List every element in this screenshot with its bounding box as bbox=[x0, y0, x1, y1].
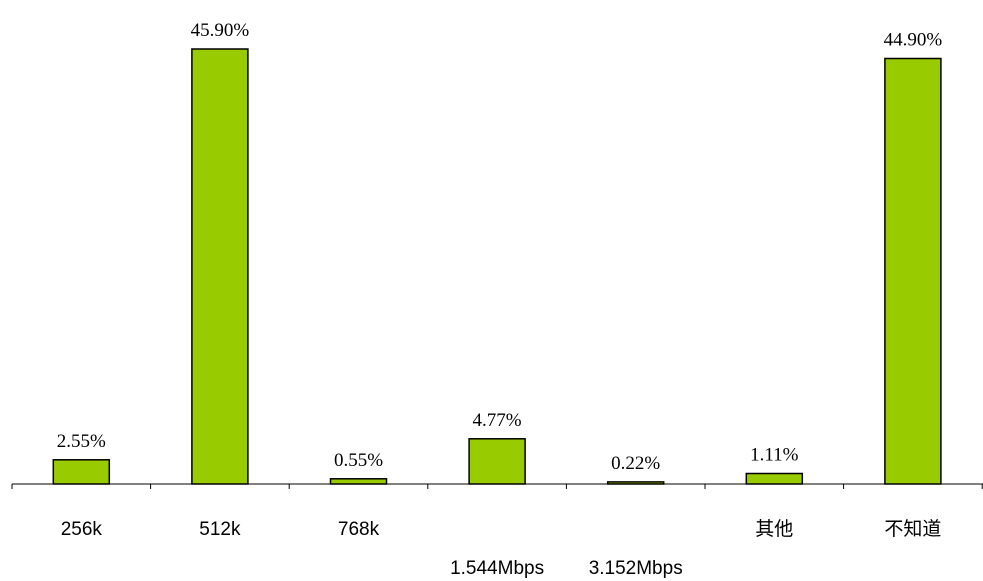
bar bbox=[52, 459, 111, 485]
bar bbox=[745, 472, 804, 485]
bar bbox=[329, 478, 388, 485]
category-label: 512k bbox=[199, 519, 241, 540]
data-label: 4.77% bbox=[473, 410, 522, 431]
data-label: 0.55% bbox=[334, 450, 383, 471]
value-labels: 2.55% 45.90% 0.55% 4.77% 0.22% 1.11% 44.90% bbox=[57, 20, 943, 474]
category-label: 其他 bbox=[755, 518, 793, 540]
category-label: 3.152Mbps bbox=[589, 558, 683, 579]
data-label: 0.22% bbox=[611, 453, 660, 474]
category-labels: 256k 512k 768k 1.544Mbps 3.152Mbps 其他 不知道 bbox=[61, 518, 942, 579]
bar bbox=[468, 438, 526, 485]
data-label: 2.55% bbox=[57, 431, 106, 452]
category-label: 768k bbox=[338, 519, 380, 540]
category-label: 256k bbox=[61, 519, 103, 540]
bar bbox=[191, 48, 249, 485]
category-label: 不知道 bbox=[884, 518, 941, 540]
category-label: 1.544Mbps bbox=[450, 558, 544, 579]
data-label: 44.90% bbox=[884, 30, 943, 51]
bars bbox=[52, 48, 942, 485]
bar bbox=[884, 57, 942, 485]
data-label: 1.11% bbox=[750, 445, 799, 466]
data-label: 45.90% bbox=[191, 20, 250, 41]
x-axis-ticks bbox=[11, 484, 983, 489]
